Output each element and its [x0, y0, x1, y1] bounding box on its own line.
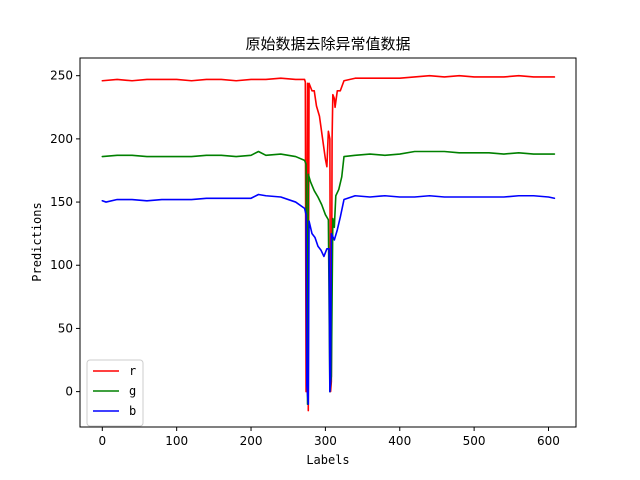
legend-label-b: b: [129, 404, 136, 418]
x-tick-label: 200: [240, 434, 263, 448]
y-tick-label: 150: [50, 195, 73, 209]
y-tick-label: 100: [50, 258, 73, 272]
x-tick-label: 600: [537, 434, 560, 448]
x-axis: 0 100 200 300 400 500 600: [98, 427, 560, 448]
x-axis-label: Labels: [306, 453, 349, 467]
legend-box: [86, 359, 144, 427]
x-tick-label: 300: [314, 434, 337, 448]
y-axis: 0 50 100 150 200 250: [50, 69, 80, 399]
legend: rgb: [86, 359, 144, 427]
x-tick-label: 400: [388, 434, 411, 448]
x-tick-label: 500: [463, 434, 486, 448]
legend-label-r: r: [129, 364, 136, 378]
series-line-r: [101, 74, 556, 412]
plot-frame: [79, 57, 577, 428]
y-axis-label: Predictions: [30, 202, 44, 281]
y-tick-label: 50: [58, 321, 73, 335]
y-tick-label: 0: [65, 385, 73, 399]
series-line-b: [101, 193, 556, 406]
chart-title: 原始数据去除异常值数据: [245, 35, 410, 53]
x-tick-label: 0: [98, 434, 106, 448]
y-tick-label: 200: [50, 132, 73, 146]
legend-label-g: g: [129, 384, 136, 398]
y-tick-label: 250: [50, 69, 73, 83]
series-line-g: [101, 150, 556, 406]
x-tick-label: 100: [165, 434, 188, 448]
